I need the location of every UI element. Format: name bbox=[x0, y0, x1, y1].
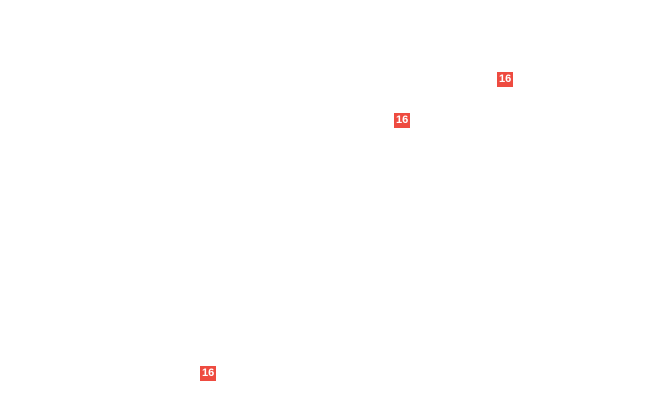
callout-badge-16-c[interactable]: 16 bbox=[200, 366, 217, 381]
callout-badge-16-a[interactable]: 16 bbox=[497, 72, 514, 87]
callout-badge-16-b[interactable]: 16 bbox=[394, 113, 411, 128]
